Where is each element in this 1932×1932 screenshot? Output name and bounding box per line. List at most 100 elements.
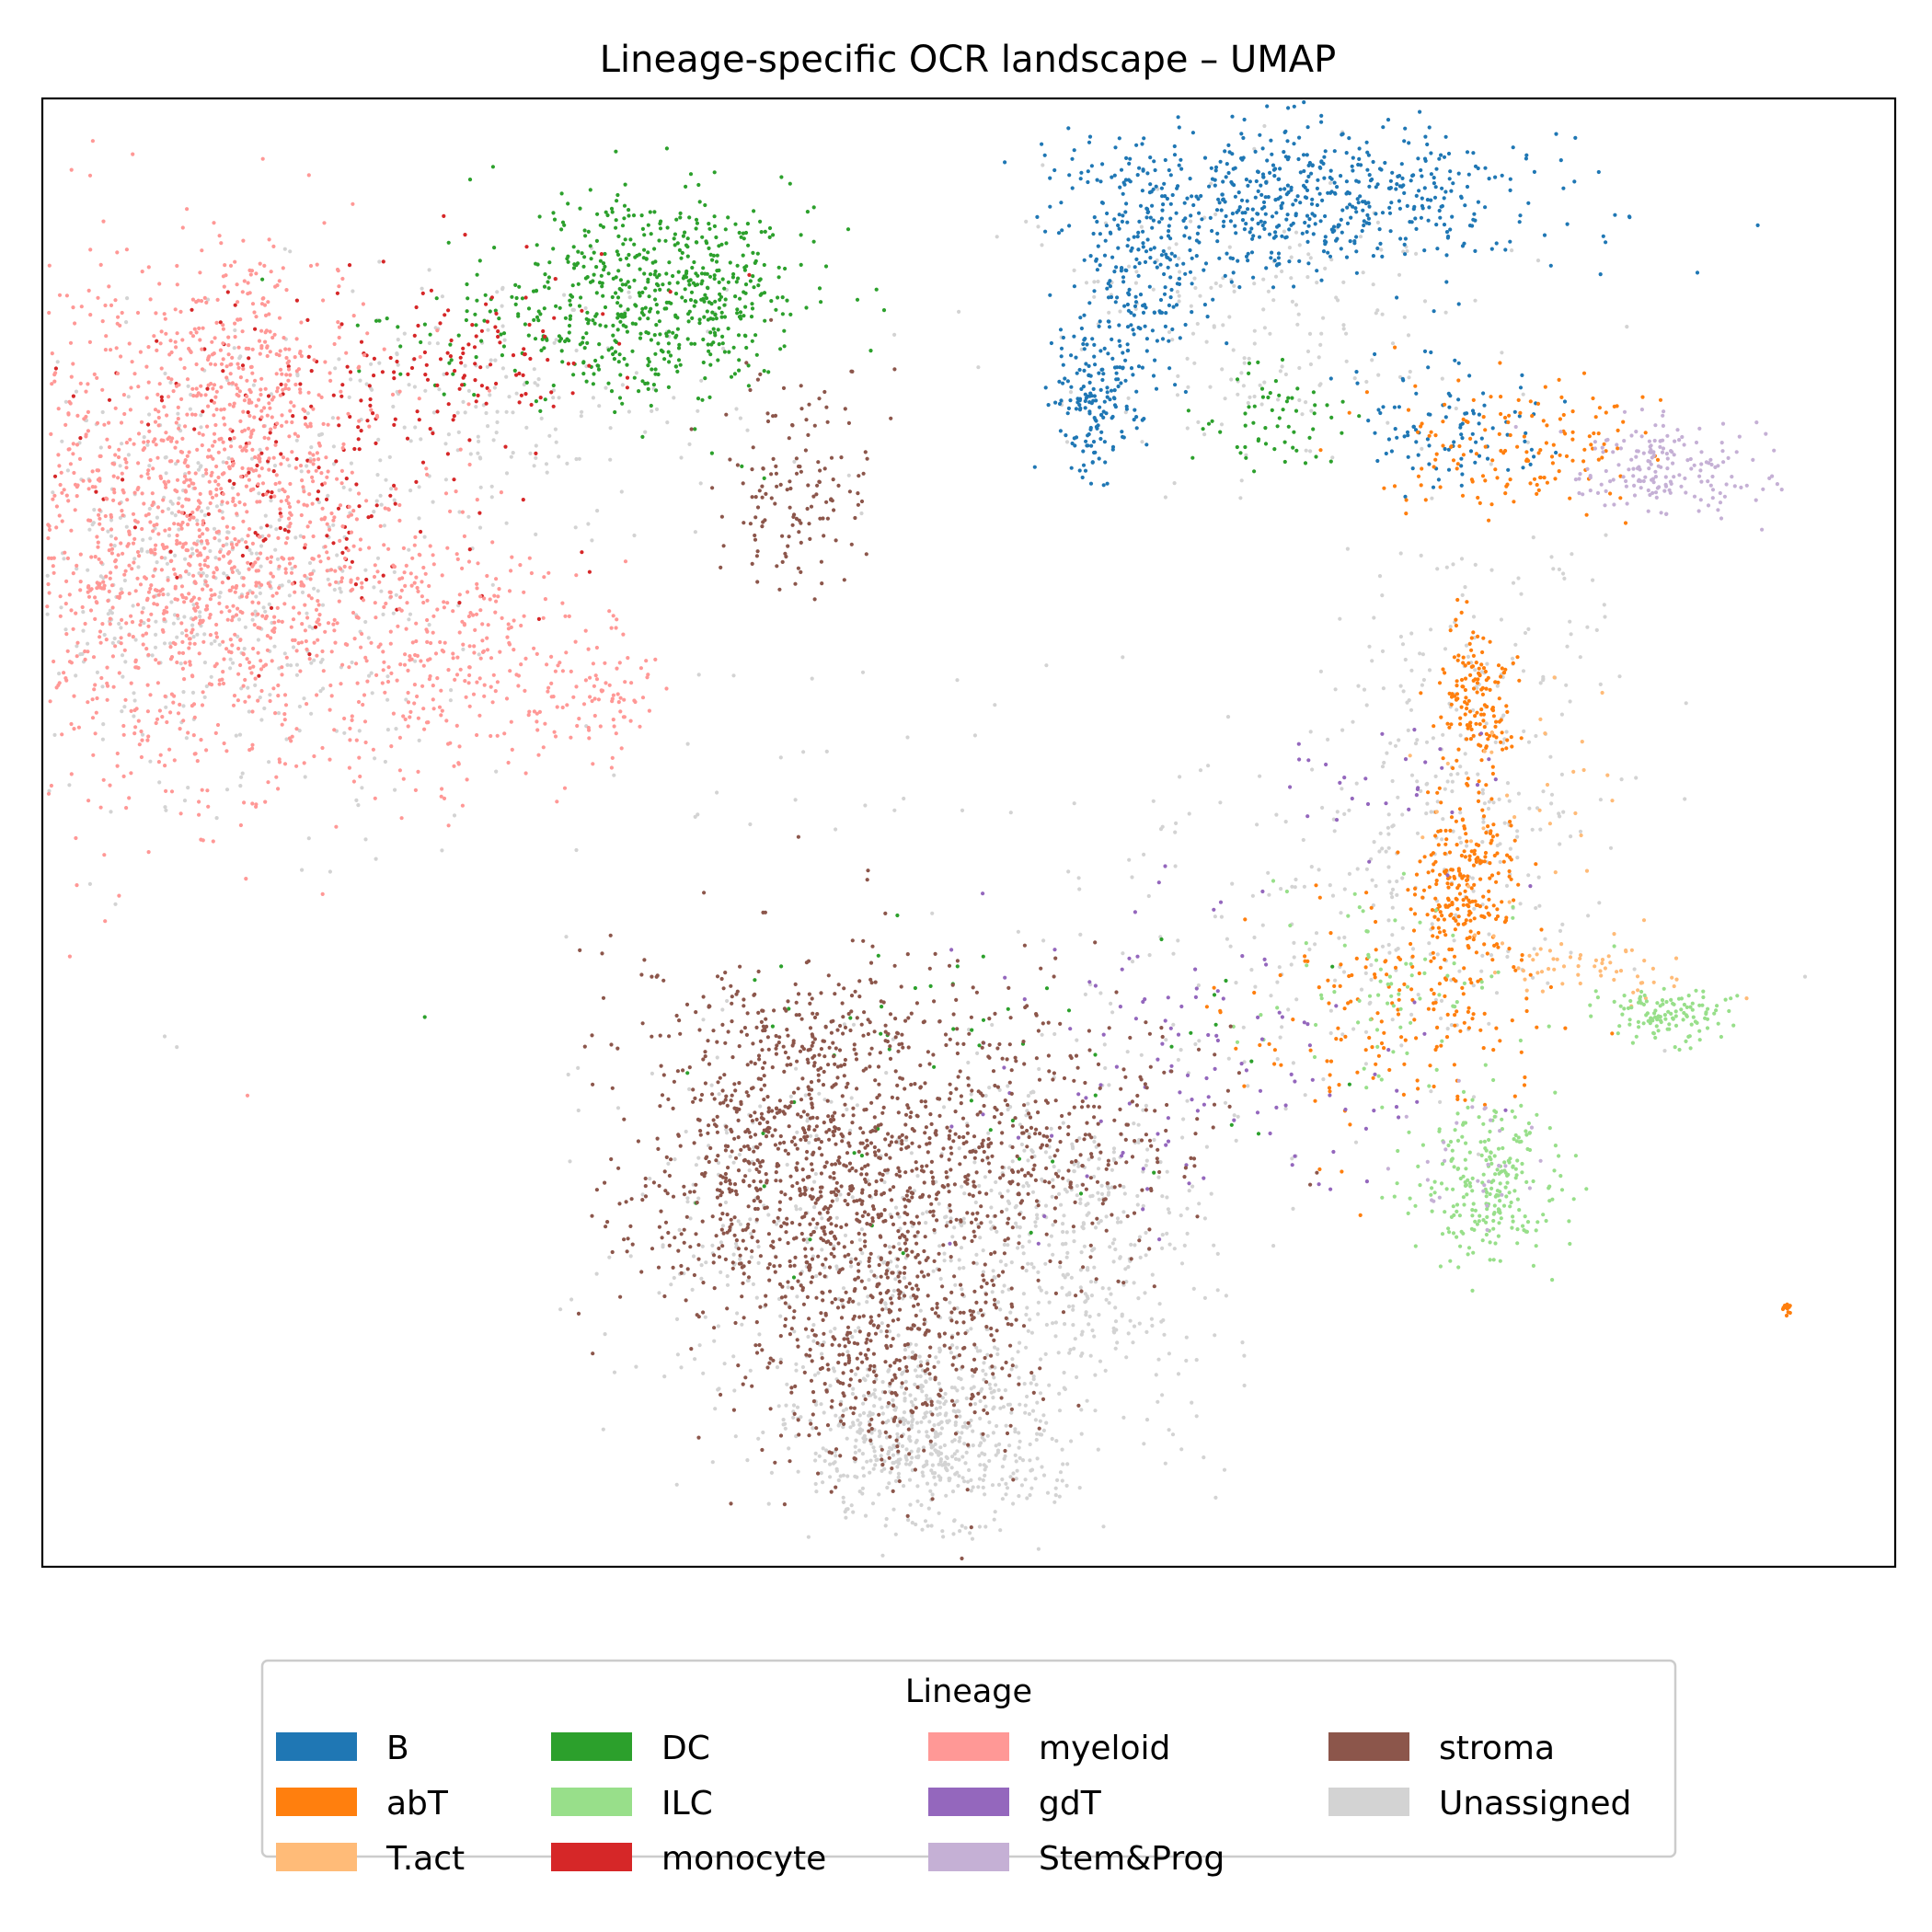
scatter-point (672, 1275, 676, 1281)
scatter-point (1563, 431, 1568, 436)
scatter-point (1375, 458, 1380, 464)
scatter-point (1393, 345, 1397, 350)
scatter-point (676, 270, 681, 274)
scatter-point (507, 395, 512, 399)
scatter-point (1072, 334, 1076, 339)
scatter-point (1352, 241, 1357, 246)
scatter-point (1003, 1388, 1007, 1393)
scatter-point (417, 738, 421, 743)
scatter-point (1382, 486, 1386, 490)
scatter-point (690, 265, 695, 270)
scatter-point (190, 551, 195, 557)
scatter-point (900, 1443, 905, 1448)
scatter-point (1344, 359, 1349, 363)
scatter-point (868, 349, 873, 353)
scatter-point (1504, 704, 1509, 708)
scatter-point (1478, 904, 1482, 909)
scatter-point (1627, 214, 1632, 219)
scatter-point (944, 1399, 949, 1404)
scatter-point (300, 868, 305, 872)
scatter-point (1480, 840, 1485, 845)
scatter-point (1459, 610, 1464, 615)
scatter-point (1271, 285, 1276, 290)
scatter-point (1174, 303, 1179, 307)
scatter-point (488, 393, 492, 397)
scatter-point (1241, 1025, 1246, 1029)
scatter-point (253, 609, 258, 614)
scatter-point (1260, 146, 1265, 151)
scatter-point (627, 208, 631, 213)
scatter-point (1133, 408, 1137, 412)
scatter-point (427, 340, 431, 346)
scatter-point (376, 437, 381, 442)
scatter-point (1522, 729, 1526, 734)
scatter-point (282, 247, 287, 251)
scatter-point (1344, 255, 1350, 259)
scatter-point (1516, 966, 1521, 971)
scatter-point (1337, 936, 1341, 940)
scatter-point (1406, 433, 1410, 438)
scatter-point (1145, 1147, 1150, 1152)
scatter-point (1397, 405, 1401, 409)
scatter-point (1204, 1005, 1209, 1009)
scatter-point (884, 1435, 890, 1440)
scatter-point (1443, 977, 1449, 982)
scatter-point (532, 464, 536, 468)
scatter-point (993, 1510, 997, 1514)
scatter-point (1122, 304, 1127, 308)
scatter-point (408, 612, 413, 616)
scatter-point (1491, 903, 1496, 908)
scatter-point (1515, 444, 1520, 449)
scatter-point (1375, 246, 1380, 251)
scatter-point (1422, 299, 1428, 304)
scatter-point (1283, 820, 1288, 824)
scatter-point (1061, 335, 1065, 340)
scatter-point (1503, 247, 1508, 252)
scatter-point (1460, 592, 1465, 598)
scatter-point (196, 461, 201, 466)
scatter-point (1596, 431, 1601, 436)
scatter-point (1537, 903, 1542, 908)
scatter-point (983, 1473, 987, 1478)
scatter-point (163, 556, 167, 560)
scatter-point (1144, 1158, 1149, 1163)
scatter-point (743, 334, 748, 339)
scatter-point (1443, 994, 1447, 998)
scatter-point (1425, 913, 1430, 917)
scatter-point (494, 431, 499, 435)
scatter-point (1129, 323, 1133, 328)
scatter-point (1141, 1203, 1145, 1208)
scatter-point (716, 1324, 721, 1328)
scatter-point (908, 1502, 913, 1507)
scatter-point (1376, 1053, 1381, 1058)
scatter-point (254, 594, 259, 599)
scatter-point (214, 816, 219, 821)
scatter-point (1136, 1122, 1141, 1127)
scatter-point (1503, 667, 1508, 672)
scatter-point (958, 1414, 962, 1419)
scatter-point (1144, 1418, 1150, 1422)
scatter-point (1412, 1018, 1417, 1022)
scatter-point (165, 561, 169, 566)
scatter-point (1040, 1032, 1044, 1037)
scatter-point (679, 1365, 684, 1370)
scatter-point (883, 1524, 888, 1528)
scatter-point (1361, 208, 1365, 213)
scatter-point (1615, 970, 1619, 974)
scatter-point (1289, 962, 1294, 967)
scatter-point (835, 1197, 840, 1202)
scatter-point (1363, 1029, 1369, 1034)
scatter-point (1604, 410, 1608, 415)
scatter-point (1528, 399, 1533, 404)
scatter-point (1189, 213, 1193, 218)
scatter-point (1267, 1041, 1271, 1046)
scatter-point (1602, 603, 1606, 607)
scatter-point (1286, 190, 1291, 195)
scatter-point (1217, 201, 1222, 205)
scatter-point (1473, 164, 1478, 168)
scatter-point (493, 358, 498, 362)
scatter-point (719, 294, 724, 299)
scatter-point (1467, 857, 1472, 862)
scatter-point (704, 296, 709, 301)
